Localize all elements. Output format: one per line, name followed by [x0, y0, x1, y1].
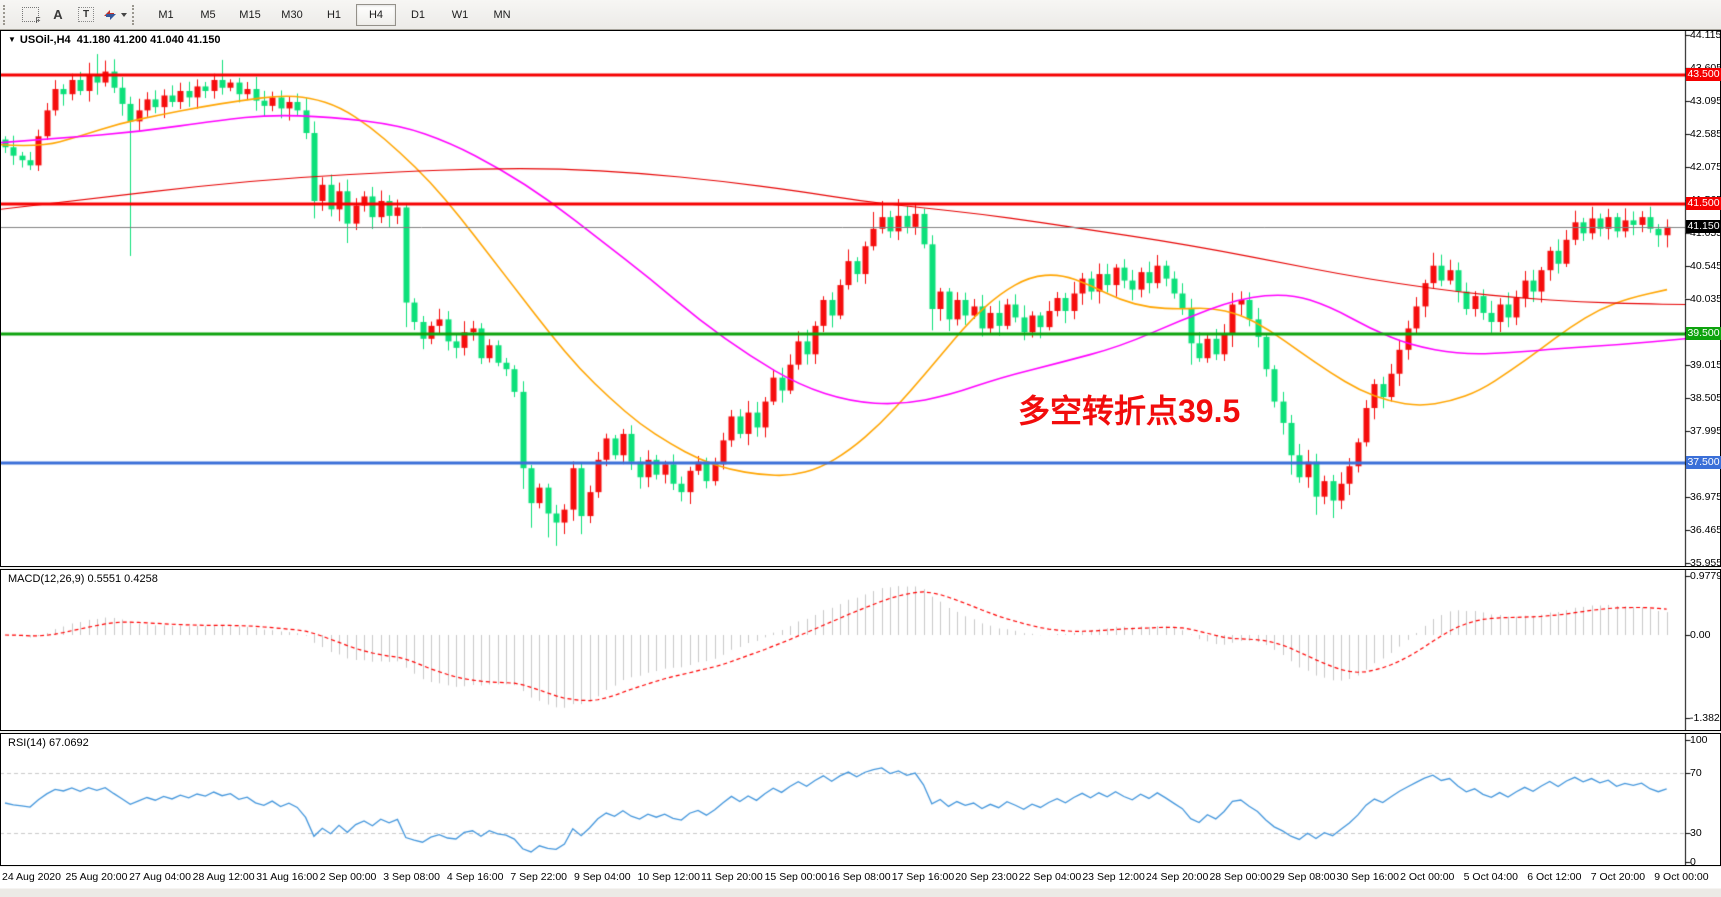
timeframe-m30[interactable]: M30: [281, 8, 303, 21]
arrows-tool-button[interactable]: [101, 3, 128, 27]
rsi-name: RSI(14): [8, 737, 46, 749]
rsi-value: 67.0692: [48, 737, 89, 749]
timeframe-group: M1 M5 M15 M30 H1 H4 D1 W1 MN: [145, 3, 523, 26]
macd-canvas[interactable]: [1, 570, 1720, 730]
price-axis-label: 37.995: [1690, 425, 1721, 437]
time-axis-label: 31 Aug 16:00: [256, 871, 319, 883]
timeframe-h1[interactable]: H1: [326, 8, 342, 21]
arrows-icon: [104, 9, 116, 20]
font-grid-icon: F: [21, 7, 41, 25]
time-axis-label: 27 Aug 04:00: [129, 871, 191, 883]
timeframe-w1[interactable]: W1: [451, 8, 469, 21]
toolbar-grip[interactable]: [3, 4, 12, 25]
time-axis-label: 30 Sep 16:00: [1336, 871, 1400, 883]
time-axis-label: 6 Oct 12:00: [1527, 871, 1582, 883]
price-axis-label: 44.115: [1690, 29, 1721, 41]
time-axis-label: 24 Aug 2020: [2, 871, 61, 883]
time-axis-label: 25 Aug 20:00: [65, 871, 128, 883]
font-grid-tool-button[interactable]: F: [17, 3, 43, 27]
time-axis-label: 2 Sep 00:00: [319, 871, 377, 883]
time-axis-label: 22 Sep 04:00: [1018, 871, 1082, 883]
time-axis-label: 11 Sep 20:00: [701, 871, 763, 883]
symbol-name: USOil-,H4: [19, 34, 71, 46]
price-axis-label: 36.465: [1690, 524, 1721, 536]
price-axis-label: 40.035: [1690, 293, 1721, 305]
price-flag-43.500: 43.500: [1686, 68, 1721, 81]
price-flag-41.500: 41.500: [1686, 197, 1721, 210]
price-axis-label: 42.075: [1690, 161, 1721, 173]
rsi-axis-label: 30: [1690, 827, 1702, 839]
rsi-canvas[interactable]: [1, 734, 1720, 865]
price-axis-label: 35.955: [1690, 557, 1721, 569]
rsi-panel: RSI(14) 67.0692: [0, 733, 1721, 866]
symbol-info-line: ▼ USOil-,H4 41.180 41.200 41.040 41.150: [8, 34, 221, 46]
toolbar: F A T M1 M5 M15 M30 H1 H4 D1 W1 MN: [0, 0, 1721, 30]
time-axis-label: 7 Sep 22:00: [510, 871, 568, 883]
time-axis-label: 15 Sep 00:00: [764, 871, 828, 883]
main-chart-panel: ▼ USOil-,H4 41.180 41.200 41.040 41.150: [0, 30, 1721, 567]
time-axis-label: 28 Sep 00:00: [1209, 871, 1272, 883]
time-axis-strip[interactable]: [0, 867, 1721, 897]
toolbar-grip-2[interactable]: [132, 4, 141, 25]
macd-axis-label: 0.9779: [1690, 570, 1721, 582]
price-flag-41.150: 41.150: [1686, 220, 1721, 233]
rsi-axis-label: 0: [1690, 856, 1696, 868]
label-tool-button[interactable]: T: [73, 3, 99, 27]
time-axis-label: 4 Sep 16:00: [446, 871, 504, 883]
price-axis-label: 39.015: [1690, 359, 1721, 371]
price-axis-label: 40.545: [1690, 260, 1721, 272]
text-label-icon: T: [78, 7, 94, 22]
price-flag-37.500: 37.500: [1686, 456, 1721, 469]
timeframe-m5[interactable]: M5: [200, 8, 216, 21]
macd-axis-label: -1.382: [1690, 712, 1720, 724]
macd-label-line: MACD(12,26,9) 0.5551 0.4258: [8, 573, 158, 585]
timeframe-m1[interactable]: M1: [158, 8, 174, 21]
main-chart-canvas[interactable]: [1, 31, 1720, 566]
time-axis-label: 24 Sep 20:00: [1145, 871, 1209, 883]
text-tool-button[interactable]: A: [45, 3, 71, 27]
time-axis-label: 9 Sep 04:00: [573, 871, 631, 883]
macd-name: MACD(12,26,9): [8, 573, 85, 585]
arrows-dropdown-caret[interactable]: [121, 12, 127, 17]
time-axis-label: 5 Oct 04:00: [1463, 871, 1518, 883]
timeframe-m15[interactable]: M15: [239, 8, 261, 21]
time-axis-label: 3 Sep 08:00: [383, 871, 440, 883]
text-a-icon: A: [53, 7, 63, 22]
timeframe-mn[interactable]: MN: [493, 8, 511, 21]
rsi-axis-label: 100: [1690, 734, 1708, 746]
time-axis-label: 2 Oct 00:00: [1400, 871, 1455, 883]
timeframe-d1[interactable]: D1: [410, 8, 426, 21]
time-axis-label: 20 Sep 23:00: [955, 871, 1018, 883]
price-axis-label: 43.095: [1690, 95, 1721, 107]
time-axis-label: 28 Aug 12:00: [192, 871, 255, 883]
macd-values: 0.5551 0.4258: [87, 573, 158, 585]
macd-axis-label: 0.00: [1690, 629, 1711, 641]
rsi-label-line: RSI(14) 67.0692: [8, 737, 89, 749]
price-flag-39.500: 39.500: [1686, 327, 1721, 340]
time-axis-label: 10 Sep 12:00: [637, 871, 700, 883]
time-axis-label: 9 Oct 00:00: [1654, 871, 1709, 883]
symbol-dropdown-triangle[interactable]: ▼: [8, 35, 16, 44]
time-axis-label: 29 Sep 08:00: [1273, 871, 1336, 883]
timeframe-h4[interactable]: H4: [356, 3, 396, 26]
rsi-axis-label: 70: [1690, 767, 1702, 779]
time-axis-label: 16 Sep 08:00: [828, 871, 891, 883]
price-axis-label: 42.585: [1690, 128, 1721, 140]
price-axis-label: 36.975: [1690, 491, 1721, 503]
time-axis-label: 7 Oct 20:00: [1590, 871, 1646, 883]
chart-annotation-text: 多空转折点39.5: [1018, 393, 1241, 429]
symbol-ohlc-values: 41.180 41.200 41.040 41.150: [76, 34, 221, 46]
time-axis-label: 17 Sep 16:00: [891, 871, 955, 883]
time-axis-label: 23 Sep 12:00: [1082, 871, 1145, 883]
price-axis-label: 38.505: [1690, 392, 1721, 404]
macd-panel: MACD(12,26,9) 0.5551 0.4258: [0, 569, 1721, 731]
